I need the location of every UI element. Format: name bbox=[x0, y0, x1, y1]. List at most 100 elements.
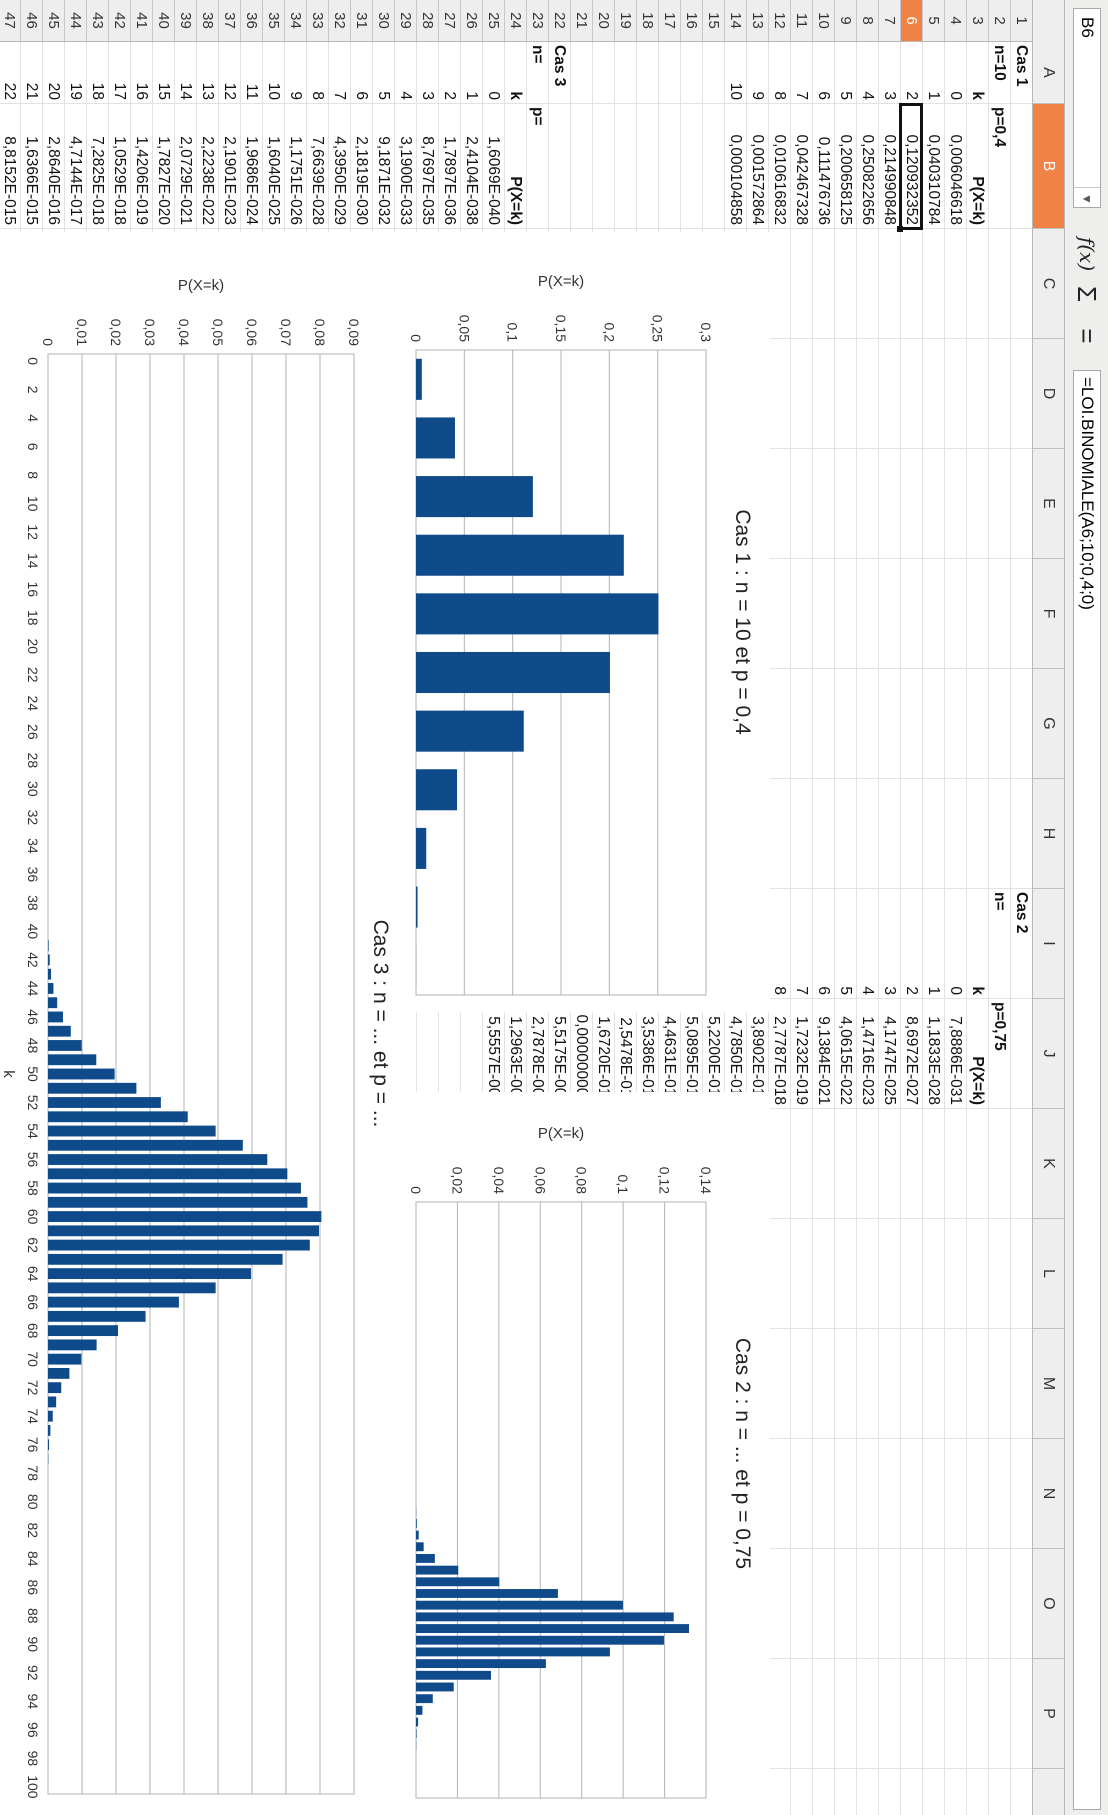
row-header-20[interactable]: 20 bbox=[592, 0, 614, 41]
column-header-i[interactable]: I bbox=[1033, 889, 1064, 999]
cas3-k-cell[interactable]: 13 bbox=[199, 82, 216, 100]
cas3-k-cell[interactable]: 19 bbox=[67, 82, 84, 100]
cas3-p-cell[interactable]: 7,6639E-028 bbox=[309, 136, 326, 225]
cas3-p-cell[interactable]: 1,6040E-025 bbox=[265, 136, 282, 225]
row-header-36[interactable]: 36 bbox=[240, 0, 262, 41]
chart-3[interactable]: Cas 3 : n = ... et p = ... 0 0,01 0,02 0,03 0… bbox=[0, 232, 408, 1815]
cas1-p-cell[interactable]: 0,001572864 bbox=[749, 134, 766, 225]
column-header-b[interactable]: B bbox=[1033, 104, 1064, 229]
cas3-p-cell[interactable]: 8,7697E-035 bbox=[419, 136, 436, 225]
cas3-k-header[interactable]: k bbox=[507, 91, 524, 100]
cas3-p-cell[interactable]: 2,0729E-021 bbox=[177, 136, 194, 225]
cas3-p-cell[interactable]: 1,7827E-020 bbox=[155, 136, 172, 225]
row-header-29[interactable]: 29 bbox=[394, 0, 416, 41]
cas3-p-cell[interactable]: 3,1900E-033 bbox=[397, 136, 414, 225]
cas2-p-cell[interactable]: 2,7878E-008 bbox=[529, 1016, 546, 1105]
row-header-34[interactable]: 34 bbox=[284, 0, 306, 41]
row-header-16[interactable]: 16 bbox=[680, 0, 702, 41]
column-header-n[interactable]: N bbox=[1033, 1439, 1064, 1549]
cas2-p-cell[interactable]: 3,8902E-017 bbox=[749, 1016, 766, 1105]
cas3-p-cell[interactable]: 4,7144E-017 bbox=[67, 136, 84, 225]
row-header-45[interactable]: 45 bbox=[42, 0, 64, 41]
cas3-k-cell[interactable]: 20 bbox=[45, 82, 62, 100]
column-header-d[interactable]: D bbox=[1033, 339, 1064, 449]
cas3-k-cell[interactable]: 18 bbox=[89, 82, 106, 100]
cas3-p-cell[interactable]: 1,0529E-018 bbox=[111, 136, 128, 225]
cas3-k-cell[interactable]: 9 bbox=[287, 91, 304, 100]
cas2-p-cell[interactable]: 2,7787E-018 bbox=[771, 1016, 788, 1105]
row-header-1[interactable]: 1 bbox=[1010, 0, 1032, 41]
row-header-30[interactable]: 30 bbox=[372, 0, 394, 41]
column-header-c[interactable]: C bbox=[1033, 229, 1064, 339]
cas3-p-cell[interactable]: 4,3950E-029 bbox=[331, 136, 348, 225]
cas3-p-cell[interactable]: 2,1901E-023 bbox=[221, 136, 238, 225]
cas3-p-cell[interactable]: 1,6069E-040 bbox=[485, 136, 502, 225]
cas2-p-cell[interactable]: 5,5557E-007 bbox=[485, 1016, 502, 1105]
row-header-41[interactable]: 41 bbox=[130, 0, 152, 41]
cas2-p-cell[interactable]: 2,5478E-011 bbox=[617, 1017, 634, 1105]
name-box[interactable]: B6 ▼ bbox=[1073, 8, 1101, 210]
cas1-p-cell[interactable]: 0,250822656 bbox=[859, 134, 876, 225]
row-header-44[interactable]: 44 bbox=[64, 0, 86, 41]
cas3-k-cell[interactable]: 17 bbox=[111, 82, 128, 100]
cas1-k-cell[interactable]: 1 bbox=[925, 91, 942, 100]
column-header-q[interactable]: Q bbox=[1033, 1769, 1064, 1815]
cas1-k-cell[interactable]: 8 bbox=[771, 91, 788, 100]
cas3-k-cell[interactable]: 7 bbox=[331, 91, 348, 100]
cas3-k-cell[interactable]: 4 bbox=[397, 91, 414, 100]
row-header-25[interactable]: 25 bbox=[482, 0, 504, 41]
cas2-p-header[interactable]: P(X=k) bbox=[969, 1056, 986, 1105]
column-header-j[interactable]: J bbox=[1033, 999, 1064, 1109]
column-header-f[interactable]: F bbox=[1033, 559, 1064, 669]
row-header-37[interactable]: 37 bbox=[218, 0, 240, 41]
row-header-17[interactable]: 17 bbox=[658, 0, 680, 41]
cas3-k-cell[interactable]: 1 bbox=[463, 91, 480, 100]
row-header-27[interactable]: 27 bbox=[438, 0, 460, 41]
cas3-k-cell[interactable]: 16 bbox=[133, 82, 150, 100]
cas2-p-cell[interactable]: 9,1384E-021 bbox=[815, 1016, 832, 1105]
cas3-p-cell[interactable]: 2,1819E-030 bbox=[353, 136, 370, 225]
cas1-p-cell[interactable]: 0,200658125 bbox=[837, 134, 854, 225]
formula-input[interactable]: =LOI.BINOMIALE(A6;10;0,4;0) bbox=[1073, 370, 1101, 1810]
cas1-p-cell[interactable]: 0,006046618 bbox=[947, 134, 964, 225]
row-header-9[interactable]: 9 bbox=[834, 0, 856, 41]
cas2-k-cell[interactable]: 5 bbox=[837, 986, 854, 995]
cas2-k-cell[interactable]: 2 bbox=[903, 986, 920, 995]
row-header-18[interactable]: 18 bbox=[636, 0, 658, 41]
row-header-43[interactable]: 43 bbox=[86, 0, 108, 41]
cas3-k-cell[interactable]: 11 bbox=[243, 83, 260, 100]
chart-1[interactable]: Cas 1 : n = 10 et p = 0,4 0 0,05 0,1 0,15 0,2… bbox=[352, 232, 770, 1012]
cas3-p-header[interactable]: P(X=k) bbox=[507, 176, 524, 225]
formula-equals-icon[interactable]: = bbox=[1072, 328, 1102, 344]
cas3-p-label[interactable]: p= bbox=[529, 107, 546, 126]
row-header-2[interactable]: 2 bbox=[988, 0, 1010, 41]
cas3-p-cell[interactable]: 1,7897E-036 bbox=[441, 136, 458, 225]
cas2-k-cell[interactable]: 7 bbox=[793, 986, 810, 995]
cas3-p-cell[interactable]: 1,1751E-026 bbox=[287, 136, 304, 225]
cas1-k-cell[interactable]: 10 bbox=[727, 82, 744, 100]
column-header-p[interactable]: P bbox=[1033, 1659, 1064, 1769]
cas3-n-label[interactable]: n= bbox=[529, 45, 546, 64]
cas1-k-cell[interactable]: 3 bbox=[881, 91, 898, 100]
cas2-p-cell[interactable]: 4,1747E-025 bbox=[881, 1016, 898, 1105]
cas2-p-cell[interactable]: 1,4716E-023 bbox=[859, 1016, 876, 1105]
cas2-k-cell[interactable]: 6 bbox=[815, 986, 832, 995]
row-header-46[interactable]: 46 bbox=[20, 0, 42, 41]
cas1-p-cell[interactable]: 0,214990848 bbox=[881, 134, 898, 225]
cas1-k-cell[interactable]: 6 bbox=[815, 91, 832, 100]
cas1-k-cell[interactable]: 2 bbox=[903, 91, 920, 100]
cas1-k-cell[interactable]: 0 bbox=[947, 91, 964, 100]
column-header-o[interactable]: O bbox=[1033, 1549, 1064, 1659]
cas2-title[interactable]: Cas 2 bbox=[1013, 892, 1030, 934]
row-header-21[interactable]: 21 bbox=[570, 0, 592, 41]
row-header-6[interactable]: 6 bbox=[900, 0, 922, 41]
cas3-k-cell[interactable]: 3 bbox=[419, 91, 436, 100]
cas1-k-cell[interactable]: 7 bbox=[793, 91, 810, 100]
cas1-title[interactable]: Cas 1 bbox=[1013, 45, 1030, 87]
row-header-3[interactable]: 3 bbox=[966, 0, 988, 41]
cas1-k-cell[interactable]: 4 bbox=[859, 91, 876, 100]
row-header-19[interactable]: 19 bbox=[614, 0, 636, 41]
row-header-15[interactable]: 15 bbox=[702, 0, 724, 41]
column-header-e[interactable]: E bbox=[1033, 449, 1064, 559]
cas2-p-cell[interactable]: 4,0615E-022 bbox=[837, 1016, 854, 1105]
